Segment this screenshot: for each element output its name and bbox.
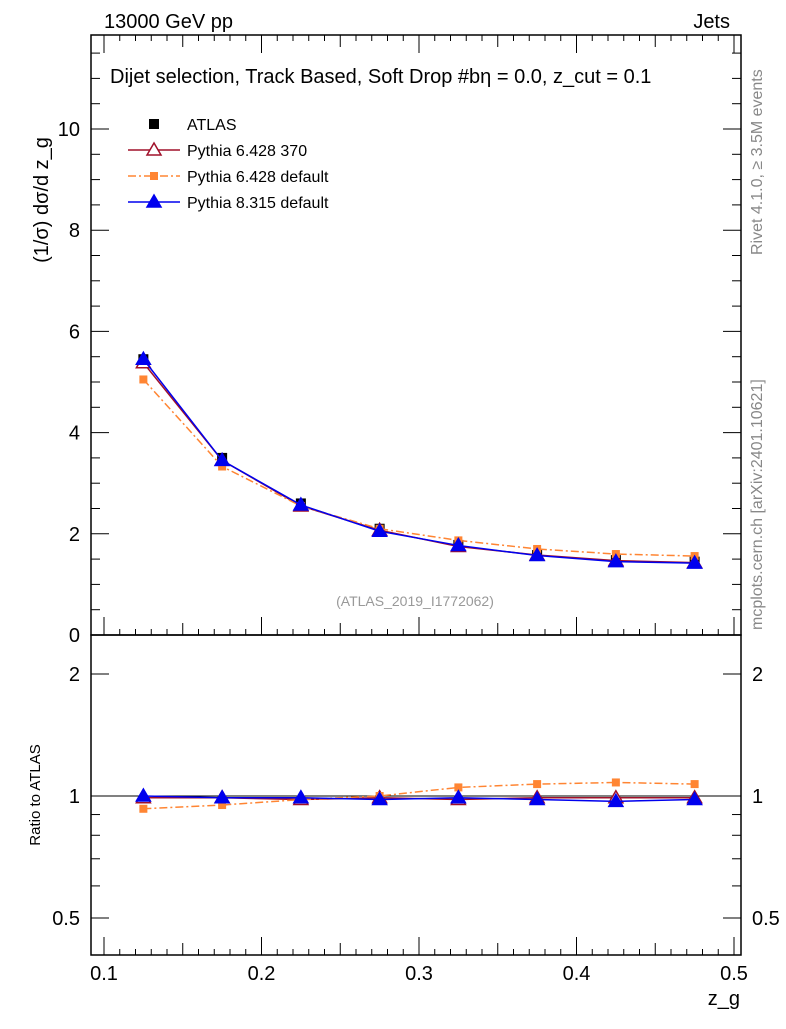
- rivet-label: Rivet 4.1.0, ≥ 3.5M events: [749, 69, 766, 255]
- x-tick-label: 0.5: [720, 963, 748, 985]
- mcplots-label: mcplots.cern.ch [arXiv:2401.10621]: [749, 379, 766, 630]
- legend-marker: [145, 141, 163, 156]
- ratio-point: [607, 792, 625, 808]
- data-point: [139, 375, 148, 384]
- ratio-tick-label-right: 0.5: [752, 908, 780, 930]
- data-point: [213, 451, 231, 467]
- ratio-point: [528, 791, 546, 806]
- ratio-point: [371, 791, 388, 806]
- y-tick-label: 6: [69, 321, 80, 343]
- y-tick-label: 2: [69, 524, 80, 546]
- legend-marker: [149, 119, 159, 129]
- series-line: [142, 358, 695, 564]
- ratio-axis-label: Ratio to ATLAS: [27, 744, 44, 845]
- x-tick-label: 0.1: [90, 963, 118, 985]
- legend-entry: Pythia 6.428 default: [187, 169, 329, 186]
- ratio-point: [533, 780, 542, 789]
- ratio-point: [292, 789, 310, 804]
- analysis-watermark: (ATLAS_2019_I1772062): [336, 593, 494, 609]
- top-right-label: Jets: [693, 11, 730, 33]
- x-tick-label: 0.2: [248, 963, 276, 985]
- ratio-frame: [90, 634, 742, 956]
- data-point: [292, 496, 310, 511]
- ratio-point: [611, 778, 620, 787]
- y-axis-label: (1/σ) dσ/d z_g: [31, 137, 53, 263]
- ratio-point: [218, 801, 227, 810]
- ratio-point: [454, 783, 463, 792]
- legend-entry: Pythia 8.315 default: [187, 195, 329, 212]
- data-point: [450, 536, 467, 552]
- ratio-tick-label-right: 2: [752, 664, 763, 686]
- ratio-line: [143, 781, 695, 810]
- ratio-point: [686, 791, 703, 806]
- x-tick-label: 0.3: [405, 963, 433, 985]
- y-tick-label: 4: [69, 423, 80, 445]
- series-line: [142, 378, 695, 557]
- ratio-line: [143, 795, 695, 803]
- ratio-point: [139, 804, 148, 813]
- data-point: [607, 553, 625, 568]
- y-tick-label: 0: [69, 625, 80, 647]
- y-tick-label: 10: [58, 119, 80, 141]
- legend-entry: ATLAS: [187, 117, 237, 134]
- data-point: [528, 547, 546, 562]
- top-left-label: 13000 GeV pp: [104, 11, 233, 33]
- ratio-tick-label: 1: [69, 786, 80, 808]
- y-tick-label: 8: [69, 220, 80, 242]
- data-point: [218, 462, 227, 471]
- ratio-point: [450, 789, 467, 804]
- x-axis-label: z_g: [708, 988, 740, 1010]
- ratio-tick-label: 0.5: [52, 908, 80, 930]
- data-point: [135, 350, 152, 365]
- ratio-point: [135, 787, 152, 802]
- data-point: [371, 522, 388, 538]
- ratio-tick-label: 2: [69, 664, 80, 686]
- legend-entry: Pythia 6.428 370: [187, 143, 307, 160]
- x-tick-label: 0.4: [563, 963, 591, 985]
- ratio-point: [690, 780, 699, 789]
- ratio-point: [213, 789, 231, 804]
- legend-marker: [150, 172, 158, 180]
- legend-marker: [145, 193, 163, 208]
- ratio-tick-label-right: 1: [752, 786, 763, 808]
- data-point: [686, 554, 703, 569]
- plot-title: Dijet selection, Track Based, Soft Drop …: [110, 66, 651, 88]
